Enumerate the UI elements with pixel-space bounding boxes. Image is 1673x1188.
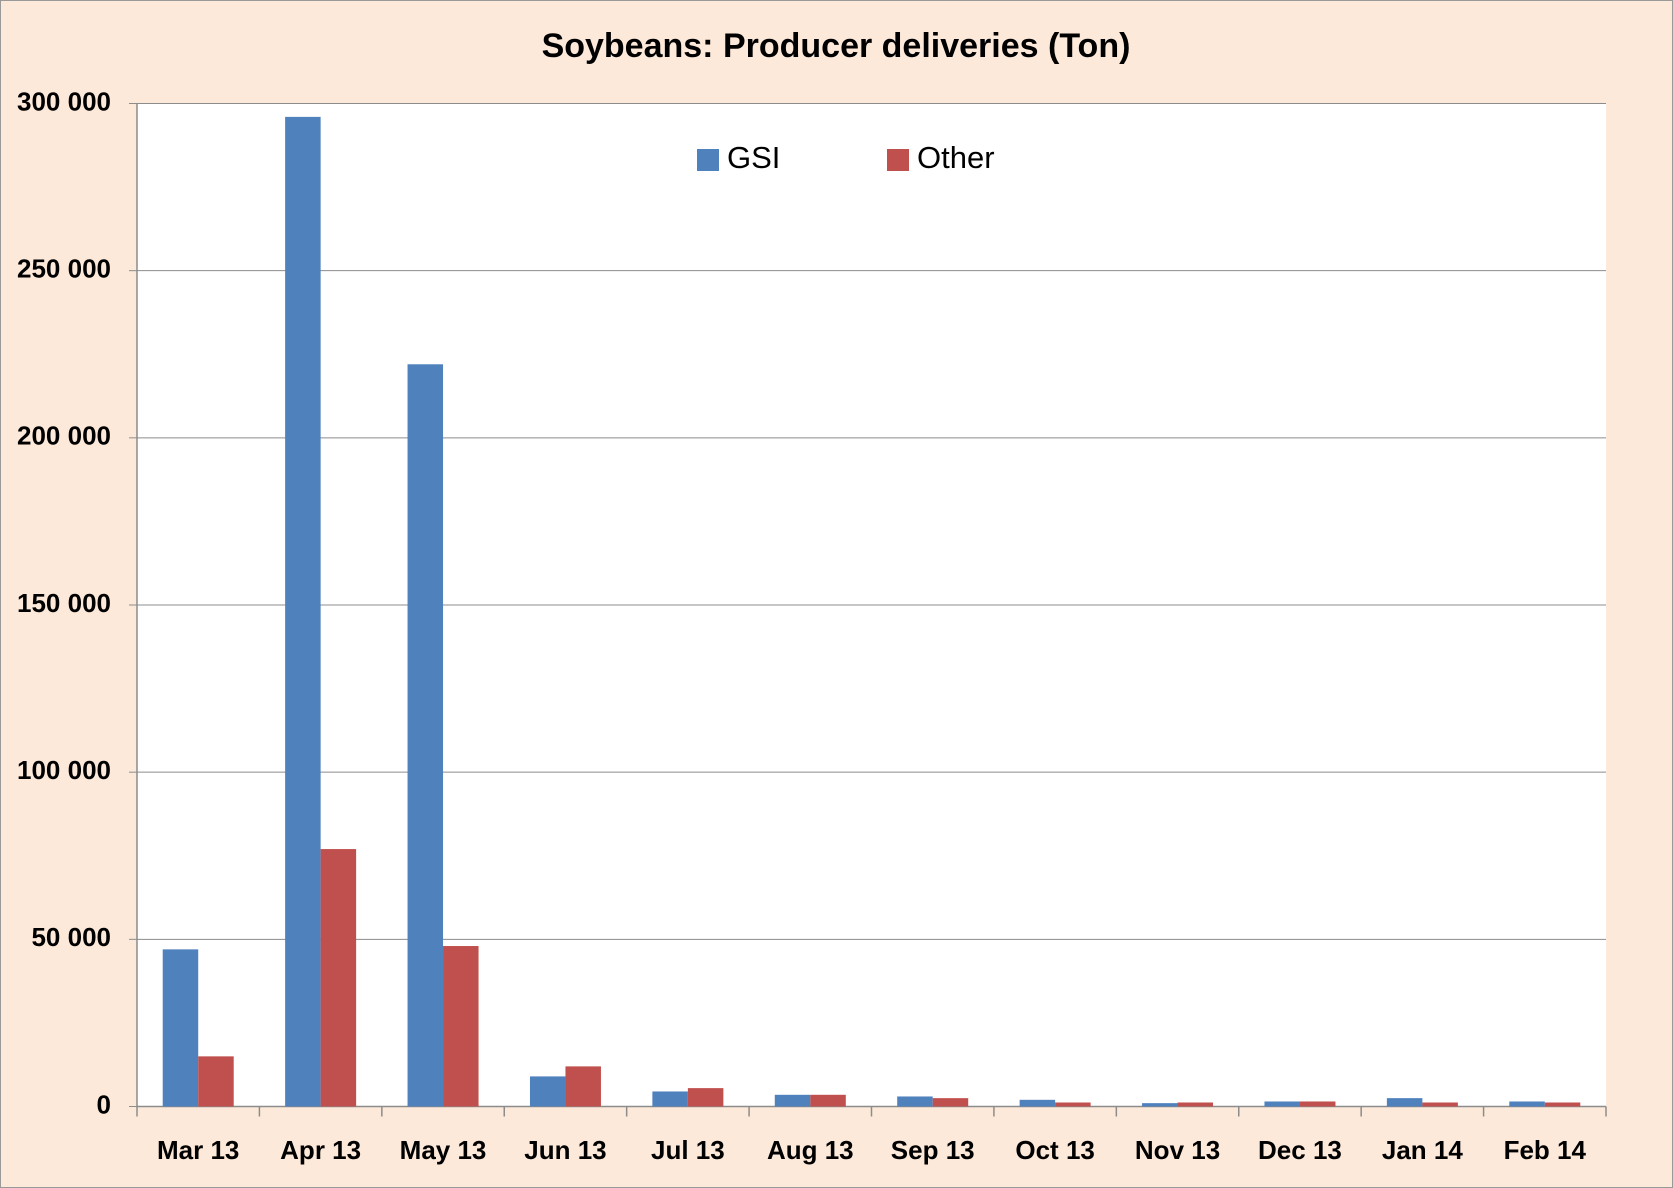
bar	[198, 1056, 234, 1107]
bar	[1019, 1099, 1056, 1107]
bar	[1544, 1102, 1581, 1107]
x-tick-label: Sep 13	[891, 1135, 975, 1165]
bar	[1177, 1102, 1214, 1107]
y-tick-label: 300 000	[17, 86, 111, 116]
bar	[932, 1098, 969, 1107]
bar	[529, 1076, 566, 1107]
x-tick-label: Apr 13	[280, 1135, 361, 1165]
legend-label: Other	[917, 140, 995, 175]
chart-title: Soybeans: Producer deliveries (Ton)	[542, 27, 1131, 65]
bar	[774, 1094, 811, 1107]
bar	[320, 849, 357, 1107]
bar	[1509, 1101, 1545, 1107]
bar	[897, 1096, 933, 1107]
y-tick-label: 250 000	[17, 254, 111, 284]
bar	[1264, 1101, 1300, 1107]
x-tick-label: Mar 13	[157, 1135, 239, 1165]
x-tick-label: Jan 14	[1382, 1135, 1463, 1165]
legend-swatch	[697, 149, 719, 171]
y-tick-label: 150 000	[17, 588, 111, 618]
bar	[1299, 1101, 1336, 1107]
x-tick-label: May 13	[400, 1135, 487, 1165]
bar	[565, 1066, 601, 1107]
bar	[1386, 1098, 1423, 1107]
x-tick-label: Oct 13	[1015, 1135, 1095, 1165]
x-tick-label: Dec 13	[1258, 1135, 1342, 1165]
bar	[687, 1088, 724, 1107]
bar	[1142, 1103, 1178, 1107]
y-tick-label: 0	[97, 1089, 111, 1119]
x-tick-label: Aug 13	[767, 1135, 854, 1165]
bar	[1422, 1102, 1458, 1107]
bar	[162, 949, 199, 1107]
bar	[652, 1091, 688, 1107]
legend-swatch	[887, 149, 909, 171]
bar	[1055, 1102, 1091, 1107]
bar	[285, 116, 321, 1107]
bar	[443, 946, 479, 1107]
y-tick-label: 50 000	[31, 922, 111, 952]
x-tick-label: Nov 13	[1135, 1135, 1220, 1165]
x-tick-label: Feb 14	[1504, 1135, 1587, 1165]
x-tick-label: Jul 13	[651, 1135, 725, 1165]
y-tick-label: 100 000	[17, 755, 111, 785]
y-tick-label: 200 000	[17, 421, 111, 451]
x-tick-label: Jun 13	[524, 1135, 606, 1165]
legend-label: GSI	[727, 140, 780, 175]
bar	[810, 1094, 846, 1107]
bar	[407, 364, 444, 1107]
